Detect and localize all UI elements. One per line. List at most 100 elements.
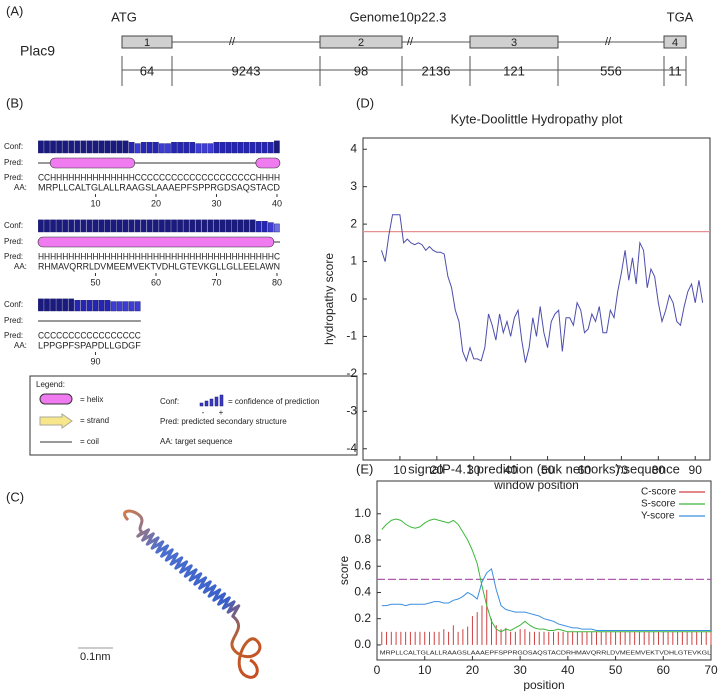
- x-tick-label: 70: [615, 463, 629, 477]
- y-tick-label: -3: [346, 403, 357, 417]
- aa-sequence: LPPGPFSPAPDLLGDGF: [38, 340, 141, 350]
- position-label: 20: [151, 198, 161, 208]
- conf-bar: [68, 298, 75, 312]
- legend-text: Conf:: [160, 397, 179, 406]
- conf-bar: [268, 141, 274, 154]
- stop-codon: TGA: [667, 9, 694, 24]
- x-tick-label: 60: [657, 663, 671, 677]
- conf-bar: [38, 219, 44, 233]
- conf-bar: [140, 219, 147, 233]
- segment-length: 2136: [422, 63, 451, 78]
- conf-bar: [140, 141, 147, 154]
- conf-bar: [104, 219, 111, 233]
- legend-box: [29, 375, 358, 456]
- locus: Genome10p22.3: [350, 9, 447, 24]
- conf-bar: [189, 141, 196, 154]
- y-tick-label: 1: [350, 254, 357, 268]
- conf-bar: [80, 300, 87, 312]
- row-label: AA:: [14, 341, 27, 350]
- row-label: AA:: [14, 183, 27, 192]
- y-axis-label: hydropathy score: [322, 253, 336, 345]
- conf-bar: [110, 140, 117, 154]
- conf-bar: [44, 140, 50, 154]
- panel-label: (D): [356, 95, 374, 110]
- strand-icon: [39, 413, 73, 429]
- conf-bar: [98, 300, 105, 312]
- conf-bar: [56, 140, 62, 154]
- exon-label: 4: [672, 37, 678, 49]
- conf-bar: [134, 301, 141, 312]
- conf-bar: [56, 298, 62, 312]
- row-label: Pred:: [4, 237, 23, 246]
- y-tick-label: 4: [350, 141, 357, 155]
- conf-bar: [183, 141, 189, 154]
- x-tick-label: 50: [541, 463, 555, 477]
- helix-icon: [39, 393, 73, 405]
- chart-title: signalP-4.1 prediction (euk netnorks):se…: [408, 461, 680, 476]
- x-tick-label: 10: [393, 463, 407, 477]
- start-codon: ATG: [111, 9, 137, 24]
- protein-structure: [123, 509, 262, 679]
- conf-bar: [50, 219, 56, 233]
- legend-text: +: [219, 408, 224, 417]
- line: [381, 518, 711, 633]
- conf-bar: [261, 220, 268, 233]
- conf-bar: [159, 219, 165, 233]
- conf-bar: [134, 219, 141, 233]
- exon-label: 1: [144, 37, 150, 49]
- x-tick-label: 90: [689, 463, 703, 477]
- conf-bar: [110, 301, 117, 312]
- plot-frame: [376, 480, 712, 661]
- y-tick-label: 2: [350, 216, 357, 230]
- sequence: MRPLLCALTGLALLRAAGSLAAAEPFSPPRGDSAQSTACD…: [380, 650, 711, 656]
- conf-bar: [189, 219, 196, 233]
- helix: [49, 157, 136, 169]
- conf-bar: [104, 300, 111, 312]
- conf-bar: [268, 222, 274, 233]
- aa-sequence: RHMAVQRRLDVMEEMVEKTVDHLGTEVKGLLGLLEELAWN: [38, 261, 280, 271]
- row-label: AA:: [14, 262, 27, 271]
- x-axis-label: window position: [493, 478, 579, 492]
- conf-bar: [249, 141, 256, 154]
- line: [380, 214, 704, 363]
- conf-bar: [74, 219, 81, 233]
- helix: [37, 236, 275, 248]
- pred-sequence: HHHHHHHHHHHHHHHHHHHHHHHHHHHHHHHHHHHHHHHC: [38, 251, 280, 261]
- conf-bar: [50, 140, 56, 154]
- segment-length: 556: [600, 63, 622, 78]
- conf-bar: [171, 219, 177, 233]
- conf-bar: [231, 219, 238, 233]
- conf-bar: [249, 219, 256, 233]
- segment-length: 9243: [232, 63, 261, 78]
- conf-bar: [255, 220, 262, 233]
- y-tick-label: -1: [346, 329, 357, 343]
- y-tick-label: 0.2: [354, 611, 371, 625]
- exon: [319, 35, 403, 49]
- conf-bar: [74, 140, 81, 154]
- y-tick-label: 0.8: [354, 532, 371, 546]
- y-tick-label: 0.4: [354, 585, 371, 599]
- x-tick-label: 0: [374, 663, 381, 677]
- position-label: 90: [90, 356, 100, 366]
- conf-bar: [122, 219, 129, 233]
- legend-text: = strand: [80, 416, 109, 425]
- segment-length: 64: [140, 63, 154, 78]
- conf-bar: [274, 223, 280, 233]
- conf-bar: [261, 141, 268, 154]
- position-label: 50: [90, 277, 100, 287]
- row-label: Pred:: [4, 331, 23, 340]
- x-tick-label: 80: [652, 463, 666, 477]
- conf-bar: [243, 219, 250, 233]
- conf-bar: [225, 219, 232, 233]
- chart-title: Kyte-Doolittle Hydropathy plot: [451, 111, 623, 126]
- conf-bar: [219, 219, 226, 233]
- legend-text: = coil: [80, 437, 99, 446]
- exon-label: 3: [511, 37, 517, 49]
- conf-bar: [50, 298, 56, 312]
- conf-bar: [44, 298, 50, 312]
- conf-bar: [128, 219, 135, 233]
- position-label: 10: [90, 198, 100, 208]
- line: [381, 567, 711, 631]
- y-tick-label: 0: [350, 291, 357, 305]
- row-label: Pred:: [4, 173, 23, 182]
